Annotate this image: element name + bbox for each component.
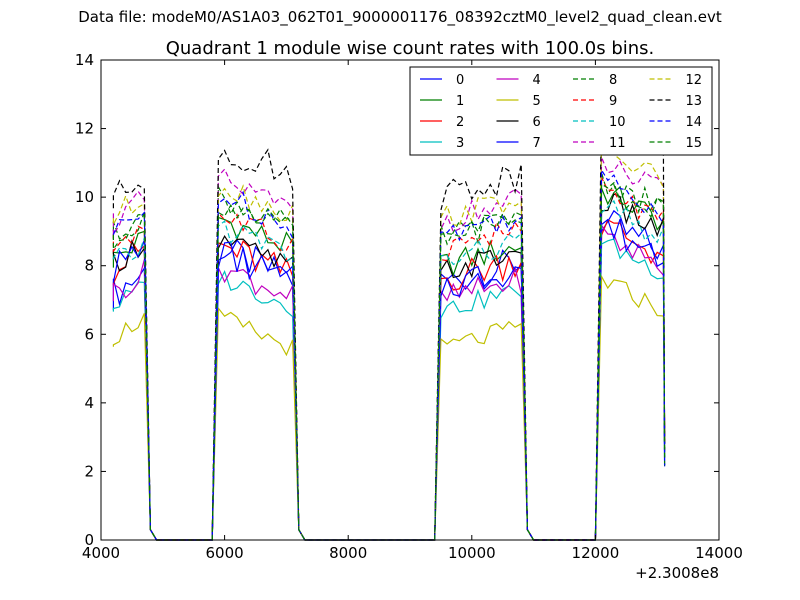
plot-frame [100,59,720,541]
legend-label-11: 11 [609,136,626,151]
legend-label-15: 15 [686,136,703,151]
chart-title: Quadrant 1 module wise count rates with … [166,38,655,59]
legend-label-0: 0 [456,73,464,88]
x-tick-label: 4000 [82,544,120,562]
legend-label-3: 3 [456,136,464,151]
y-tick-label: 6 [84,325,94,343]
y-tick-label: 8 [84,257,94,275]
legend-label-8: 8 [609,73,617,88]
x-tick-label: 12000 [572,544,620,562]
x-tick-label: 14000 [695,544,743,562]
legend-label-2: 2 [456,115,464,130]
y-tick-label: 2 [84,462,94,480]
figure-supertitle: Data file: modeM0/AS1A03_062T01_90000011… [78,8,722,26]
legend-label-7: 7 [533,136,541,151]
legend-label-1: 1 [456,94,464,109]
y-tick-label: 14 [75,51,94,69]
legend-box [409,66,713,156]
legend-label-13: 13 [686,94,703,109]
series-line-15 [112,181,666,541]
y-tick-label: 12 [75,120,94,138]
legend-label-6: 6 [533,115,541,130]
legend-label-10: 10 [609,115,626,130]
legend-label-4: 4 [533,73,541,88]
x-offset-label: +2.3008e8 [635,564,719,582]
y-tick-label: 4 [84,394,94,412]
legend-label-9: 9 [609,94,617,109]
y-tick-label: 10 [75,188,94,206]
x-tick-label: 8000 [329,544,367,562]
x-tick-label: 6000 [206,544,244,562]
series-line-8 [112,172,666,541]
y-tick-label: 0 [84,531,94,549]
series-line-11 [112,157,666,541]
legend-label-14: 14 [686,115,703,130]
x-tick-label: 10000 [448,544,496,562]
legend-label-5: 5 [533,94,541,109]
legend-label-12: 12 [686,73,703,88]
